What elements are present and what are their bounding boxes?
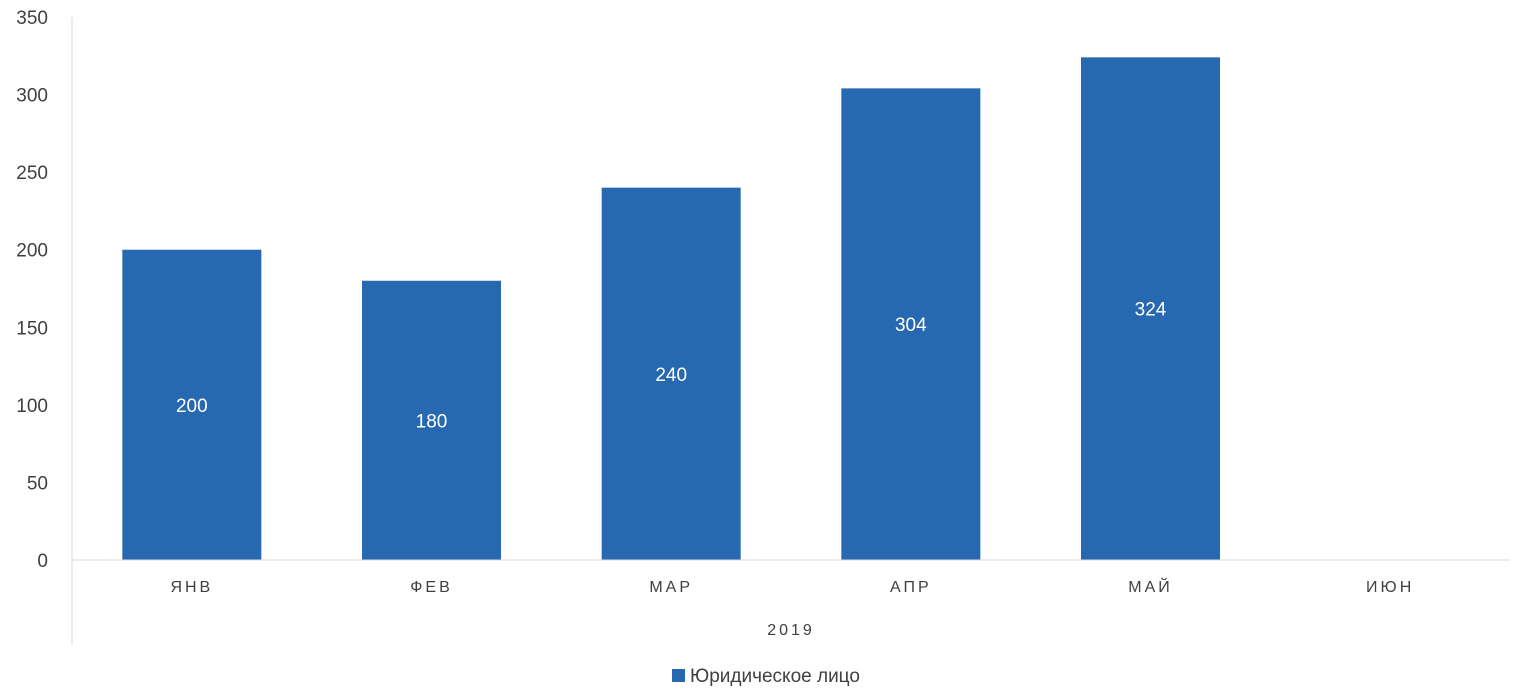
legend-swatch (672, 669, 685, 682)
bar (1081, 57, 1220, 560)
bar-data-label: 180 (416, 411, 448, 432)
y-tick-label: 100 (16, 396, 48, 417)
x-category-label: АПР (890, 579, 932, 596)
bar (841, 88, 981, 560)
x-group-label: 2019 (767, 622, 815, 639)
y-tick-label: 0 (37, 551, 48, 572)
y-tick-label: 50 (27, 473, 48, 494)
y-tick-label: 250 (16, 163, 48, 184)
bar (601, 187, 741, 560)
y-tick-label: 300 (16, 86, 48, 107)
legend: Юридическое лицо (672, 666, 860, 687)
bar-data-label: 304 (895, 315, 927, 336)
y-tick-label: 200 (16, 241, 48, 262)
y-axis: 0 50 100 150 200 250 300 350 (16, 8, 48, 572)
x-category-label: МАЙ (1128, 577, 1173, 596)
x-category-label: ИЮН (1366, 579, 1414, 596)
legend-label: Юридическое лицо (690, 666, 860, 687)
x-category-label: ЯНВ (170, 579, 213, 596)
y-tick-label: 150 (16, 318, 48, 339)
bar-data-label: 324 (1135, 300, 1167, 321)
bars: 200 180 240 304 324 (122, 57, 1220, 560)
bar-data-label: 200 (176, 396, 208, 417)
bar (362, 280, 501, 560)
x-category-label: МАР (649, 579, 693, 596)
y-tick-label: 350 (16, 8, 48, 29)
bar-data-label: 240 (655, 365, 687, 386)
bar (122, 249, 262, 560)
x-category-label: ФЕВ (410, 579, 453, 596)
x-axis: ЯНВ ФЕВ МАР АПР МАЙ ИЮН 2019 (71, 17, 1510, 645)
